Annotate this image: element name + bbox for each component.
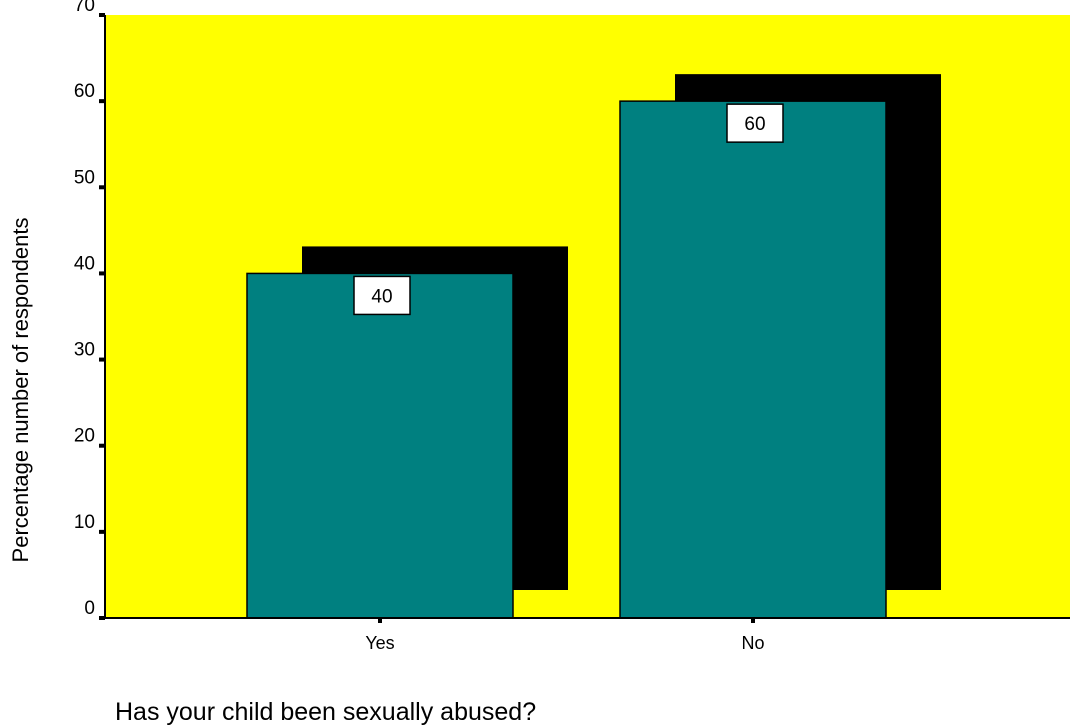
y-tick-label: 60 (74, 81, 95, 102)
y-tick-label: 70 (74, 0, 95, 16)
data-label: 60 (744, 114, 765, 135)
data-label: 40 (371, 286, 392, 307)
y-tick-label: 50 (74, 167, 95, 188)
bar-yes (246, 272, 514, 619)
y-tick-label: 30 (74, 340, 95, 361)
data-label-box (353, 275, 411, 316)
x-ticks: Yes No (365, 618, 765, 653)
data-labels: 40 60 (353, 103, 784, 316)
bar-no (619, 100, 887, 619)
y-tick-label: 10 (74, 512, 95, 533)
y-tick-label: 0 (84, 598, 95, 619)
x-tick-label: No (741, 633, 764, 653)
y-tick-label: 40 (74, 253, 95, 274)
y-axis-title: Percentage number of respondents (8, 218, 33, 563)
bars (246, 100, 887, 619)
y-tick-label: 20 (74, 426, 95, 447)
data-label-box (726, 103, 784, 143)
y-ticks: 0 10 20 30 40 50 60 70 (74, 0, 105, 620)
x-tick-label: Yes (365, 633, 394, 653)
axes (104, 15, 1070, 619)
x-axis-title: Has your child been sexually abused? (115, 698, 536, 725)
